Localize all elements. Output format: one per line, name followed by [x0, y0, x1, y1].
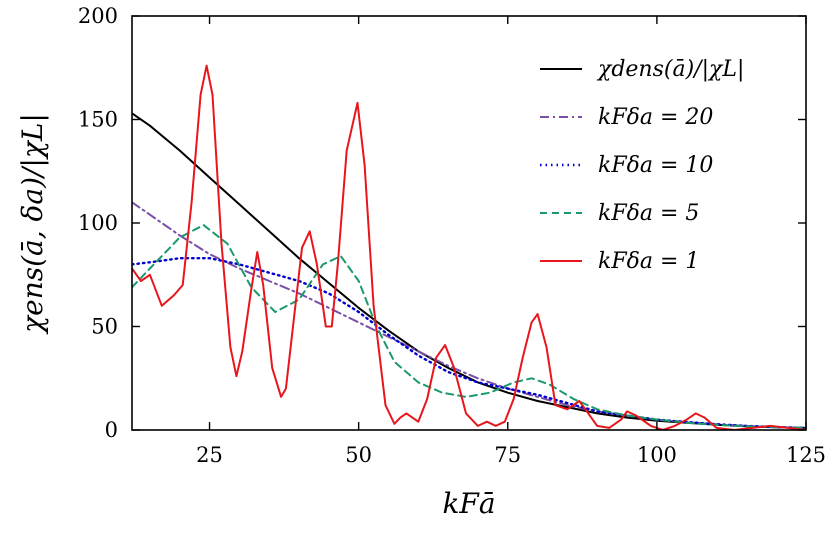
y-tick-label-4: 200: [78, 4, 118, 28]
legend-label-2: kFδa = 10: [598, 153, 713, 178]
x-tick-label-1: 50: [345, 443, 372, 467]
axis-ticks: 25 50 75 100 125 0 50 100 150 200: [78, 4, 826, 467]
x-axis-label: kFā: [442, 487, 495, 520]
legend: χdens(ā)/|χL| kFδa = 20 kFδa = 10 kFδa = 5 k…: [540, 57, 744, 274]
x-tick-label-0: 25: [196, 443, 223, 467]
series-line-1: [132, 201, 806, 429]
y-tick-label-2: 100: [78, 211, 118, 235]
x-tick-label-2: 75: [494, 443, 521, 467]
series-line-3: [132, 224, 806, 429]
legend-label-0: χdens(ā)/|χL|: [596, 57, 744, 82]
plot-area: [132, 64, 806, 430]
series-line-4: [132, 64, 806, 430]
y-tick-label-3: 150: [78, 108, 118, 132]
x-tick-label-3: 100: [637, 443, 677, 467]
y-tick-label-0: 0: [105, 418, 118, 442]
y-tick-label-1: 50: [91, 315, 118, 339]
legend-label-3: kFδa = 5: [598, 201, 699, 226]
series-line-2: [132, 257, 806, 430]
x-tick-label-4: 125: [786, 443, 826, 467]
legend-label-4: kFδa = 1: [598, 249, 699, 274]
y-axis-label: χens(ā, δa)/|χL|: [16, 113, 49, 335]
legend-label-1: kFδa = 20: [598, 105, 713, 130]
